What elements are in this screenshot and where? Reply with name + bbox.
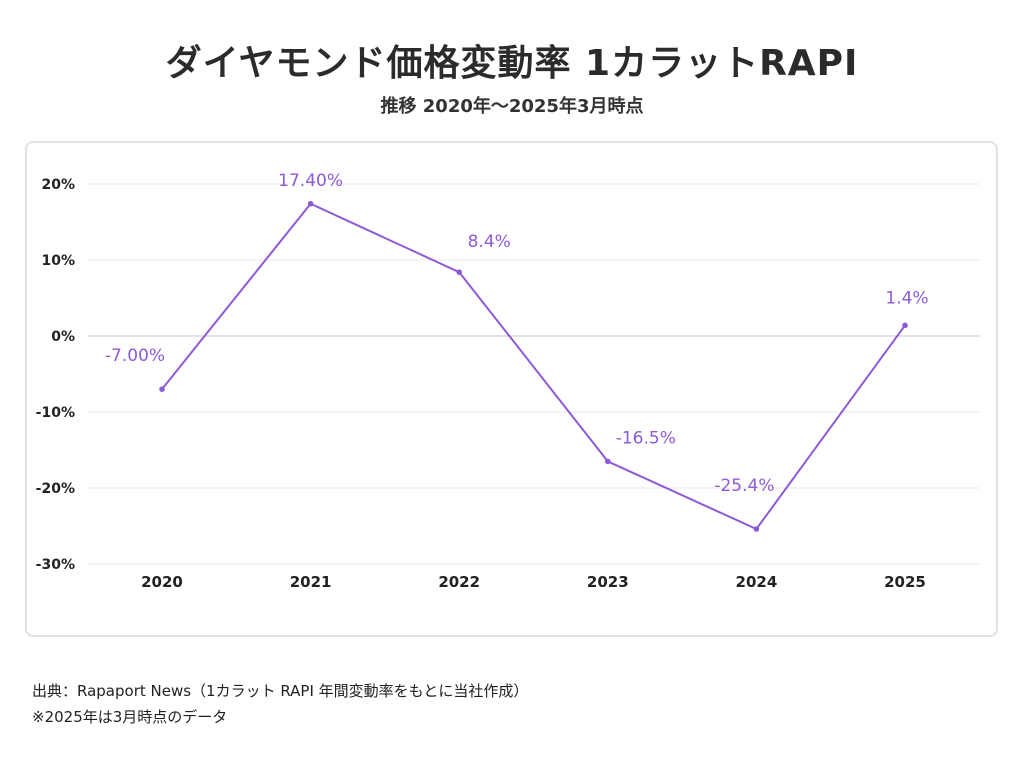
y-tick-label: 20% [41, 177, 75, 193]
data-label: 17.40% [278, 171, 343, 191]
y-tick-label: 0% [51, 329, 75, 345]
data-point [159, 386, 165, 393]
x-tick-label: 2022 [438, 573, 480, 591]
data-point [753, 526, 760, 532]
y-tick-label: -10% [36, 405, 75, 421]
chart-panel [25, 141, 998, 637]
data-note: ※2025年は3月時点のデータ [32, 708, 228, 726]
data-label: 8.4% [468, 232, 511, 252]
series-line [161, 202, 906, 531]
data-point [307, 200, 314, 207]
x-tick-label: 2023 [587, 573, 629, 591]
y-tick-label: -20% [36, 481, 75, 497]
data-label: 1.4% [885, 288, 928, 308]
y-tick-label: 10% [41, 253, 75, 269]
data-label: -7.00% [105, 346, 165, 366]
chart-subtitle: 推移 2020年〜2025年3月時点 [380, 96, 644, 117]
x-tick-label: 2020 [141, 573, 183, 591]
y-tick-label: -30% [36, 557, 75, 573]
data-point [902, 322, 908, 329]
data-point [456, 269, 463, 275]
data-label: -16.5% [616, 428, 676, 448]
x-tick-label: 2025 [884, 573, 926, 591]
x-tick-label: 2021 [290, 573, 332, 591]
footer-notes: 出典：Rapaport News（1カラット RAPI 年間変動率をもとに当社作… [32, 678, 528, 730]
data-point [605, 458, 611, 465]
x-tick-label: 2024 [736, 573, 778, 591]
data-label: -25.4% [714, 476, 774, 496]
chart-title: ダイヤモンド価格変動率 1カラットRAPI [165, 43, 859, 84]
source-note: 出典：Rapaport News（1カラット RAPI 年間変動率をもとに当社作… [32, 682, 529, 700]
